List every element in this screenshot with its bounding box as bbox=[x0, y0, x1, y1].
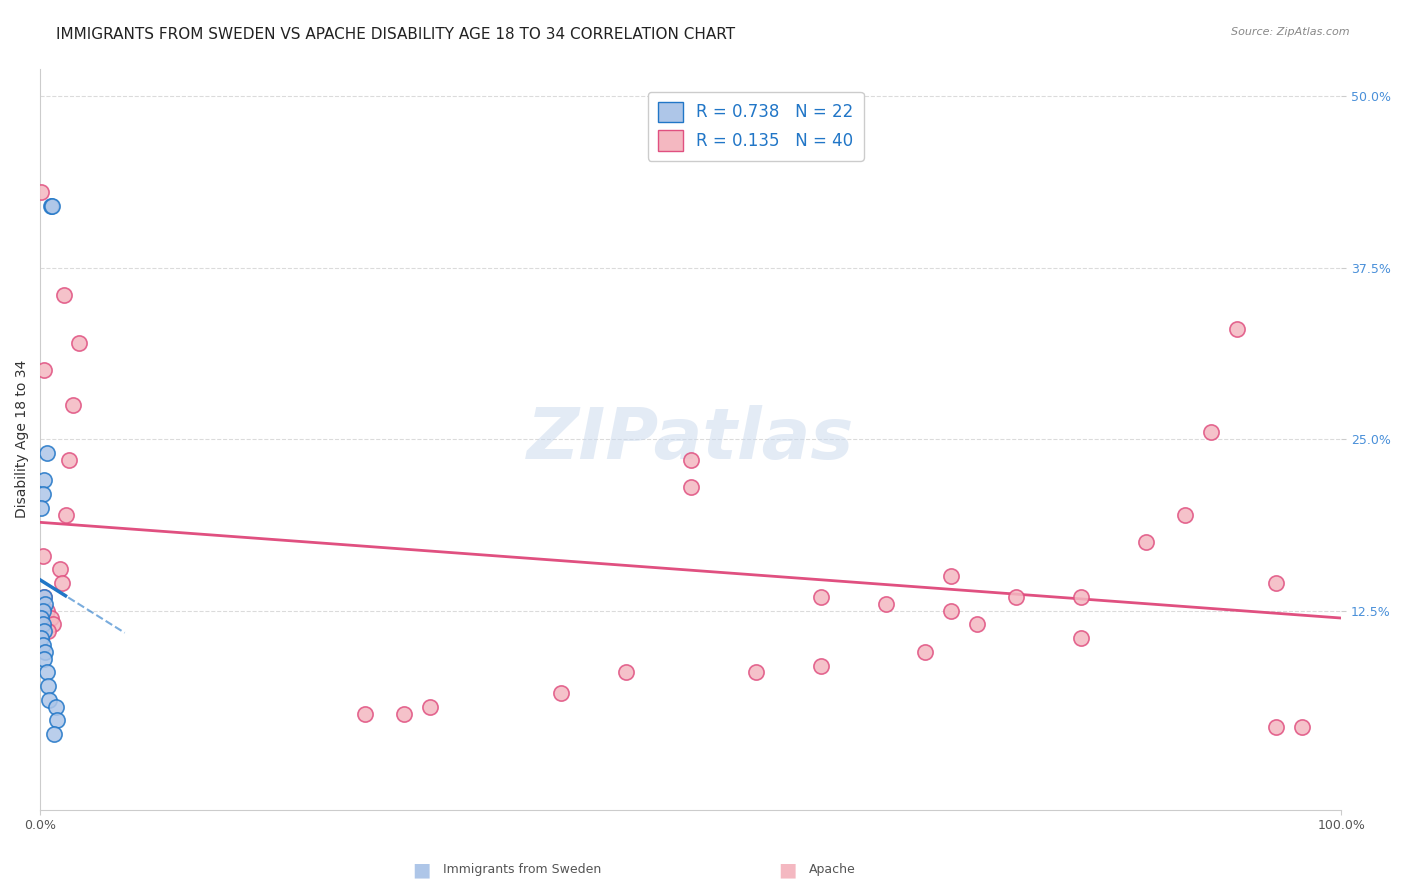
Point bbox=[1135, 535, 1157, 549]
Point bbox=[30, 185, 52, 199]
Point bbox=[48, 562, 70, 576]
Text: ■: ■ bbox=[412, 860, 432, 880]
Point bbox=[32, 590, 55, 604]
Point bbox=[34, 597, 56, 611]
Point bbox=[31, 604, 53, 618]
Point bbox=[52, 288, 75, 302]
Point bbox=[62, 398, 84, 412]
Point bbox=[39, 610, 62, 624]
Point bbox=[679, 452, 702, 467]
Y-axis label: Disability Age 18 to 34: Disability Age 18 to 34 bbox=[15, 360, 30, 518]
Point bbox=[394, 706, 416, 721]
Point bbox=[55, 508, 77, 522]
Point bbox=[1291, 720, 1313, 734]
Point bbox=[745, 665, 768, 680]
Point bbox=[614, 665, 637, 680]
Point bbox=[31, 549, 53, 563]
Text: ■: ■ bbox=[778, 860, 797, 880]
Point bbox=[354, 706, 377, 721]
Point bbox=[679, 480, 702, 494]
Point bbox=[67, 336, 90, 351]
Point bbox=[939, 604, 962, 618]
Point bbox=[46, 714, 69, 728]
Text: Immigrants from Sweden: Immigrants from Sweden bbox=[443, 863, 602, 876]
Point bbox=[1005, 590, 1028, 604]
Legend: R = 0.738   N = 22, R = 0.135   N = 40: R = 0.738 N = 22, R = 0.135 N = 40 bbox=[648, 92, 863, 161]
Point bbox=[44, 727, 66, 741]
Point bbox=[1226, 322, 1249, 336]
Point bbox=[1070, 590, 1092, 604]
Point bbox=[1199, 425, 1222, 440]
Point bbox=[32, 624, 55, 639]
Point bbox=[30, 631, 52, 645]
Point bbox=[34, 645, 56, 659]
Point bbox=[914, 645, 936, 659]
Point bbox=[966, 617, 988, 632]
Point bbox=[32, 651, 55, 665]
Point bbox=[31, 638, 53, 652]
Point bbox=[30, 500, 52, 515]
Point bbox=[939, 569, 962, 583]
Text: ZIPatlas: ZIPatlas bbox=[527, 405, 855, 474]
Text: Source: ZipAtlas.com: Source: ZipAtlas.com bbox=[1232, 27, 1350, 37]
Point bbox=[30, 610, 52, 624]
Point bbox=[1174, 508, 1197, 522]
Point bbox=[31, 487, 53, 501]
Point bbox=[58, 452, 80, 467]
Text: Apache: Apache bbox=[808, 863, 855, 876]
Point bbox=[32, 590, 55, 604]
Point bbox=[51, 576, 73, 591]
Point bbox=[810, 590, 832, 604]
Point bbox=[875, 597, 897, 611]
Point bbox=[1070, 631, 1092, 645]
Point bbox=[35, 604, 58, 618]
Point bbox=[419, 699, 441, 714]
Point bbox=[1265, 576, 1288, 591]
Text: IMMIGRANTS FROM SWEDEN VS APACHE DISABILITY AGE 18 TO 34 CORRELATION CHART: IMMIGRANTS FROM SWEDEN VS APACHE DISABIL… bbox=[56, 27, 735, 42]
Point bbox=[32, 363, 55, 377]
Point bbox=[45, 699, 67, 714]
Point bbox=[38, 693, 60, 707]
Point bbox=[35, 446, 58, 460]
Point bbox=[37, 624, 59, 639]
Point bbox=[37, 679, 59, 693]
Point bbox=[32, 473, 55, 487]
Point bbox=[41, 199, 63, 213]
Point bbox=[39, 199, 62, 213]
Point bbox=[810, 658, 832, 673]
Point bbox=[35, 665, 58, 680]
Point bbox=[42, 617, 65, 632]
Point bbox=[31, 617, 53, 632]
Point bbox=[550, 686, 572, 700]
Point bbox=[1265, 720, 1288, 734]
